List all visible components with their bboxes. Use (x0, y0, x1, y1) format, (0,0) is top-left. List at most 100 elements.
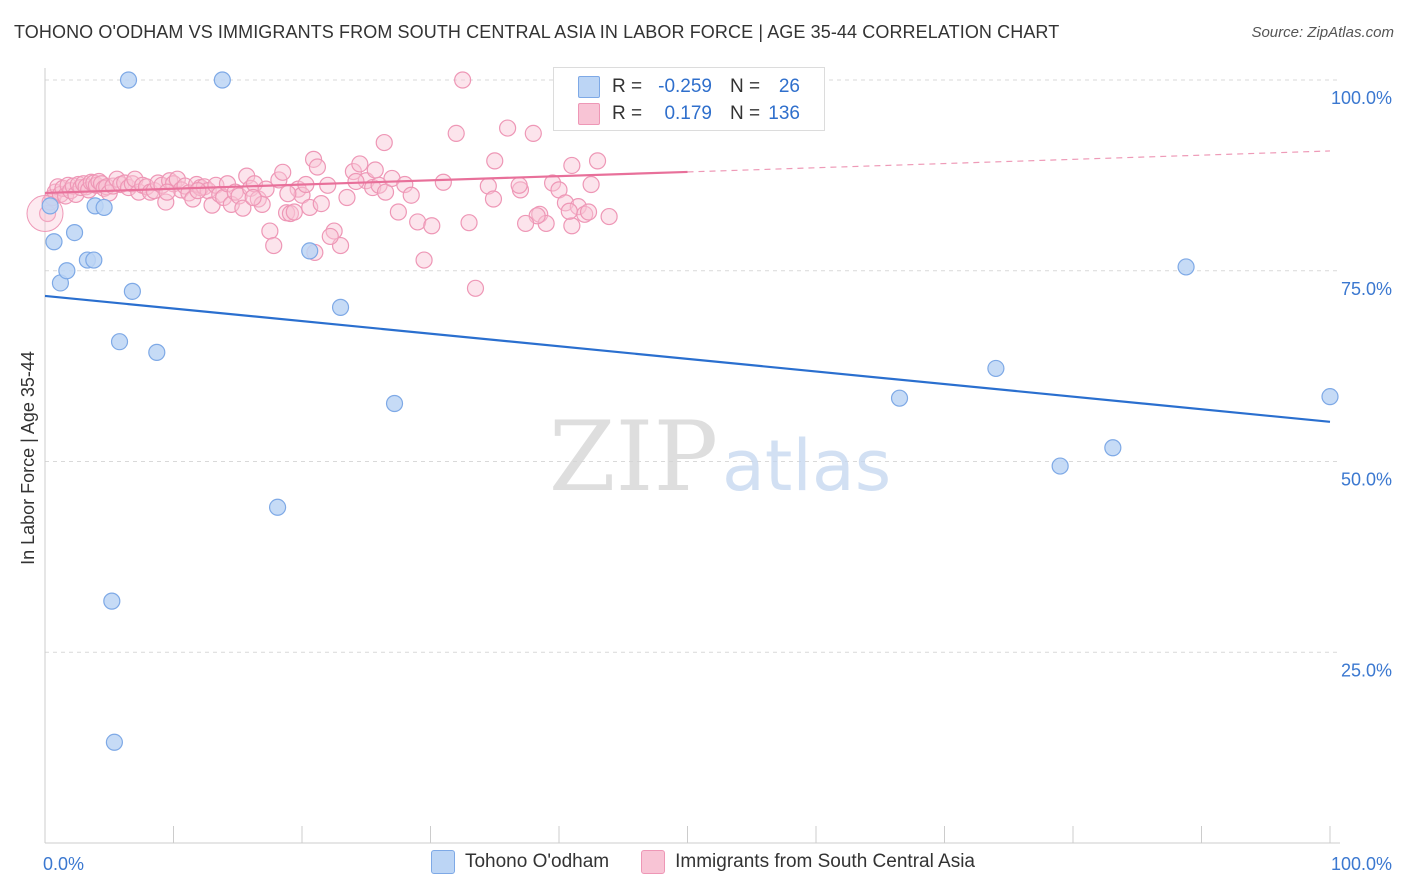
data-point-pink (402, 186, 420, 204)
data-point-blue (213, 71, 231, 89)
data-point-blue (41, 197, 59, 215)
stats-r-label: R = (612, 103, 643, 124)
data-point-pink (308, 158, 327, 176)
data-point-pink (158, 183, 176, 201)
x-tick-label: 0.0% (43, 854, 84, 874)
data-point-pink (579, 203, 598, 221)
legend: Tohono O'odham Immigrants from South Cen… (0, 850, 1406, 874)
data-point-blue (45, 233, 63, 251)
data-point-pink (338, 188, 356, 207)
data-point-pink (556, 194, 575, 212)
stats-swatch-blue (578, 76, 600, 98)
points-tohono-oodham (41, 71, 1339, 751)
data-point-blue (123, 282, 141, 300)
data-point-pink (319, 176, 337, 194)
watermark: ZIPatlas (549, 401, 891, 513)
data-point-blue (148, 343, 166, 361)
stats-n-value: 136 (768, 103, 800, 124)
data-point-pink (484, 190, 503, 208)
data-point-pink (423, 217, 441, 235)
data-point-pink (543, 174, 562, 192)
data-point-pink (454, 71, 472, 89)
y-tick-label: 25.0% (1341, 660, 1392, 680)
data-point-blue (301, 242, 319, 260)
legend-item-tohono-oodham: Tohono O'odham (430, 850, 610, 874)
data-point-blue (110, 333, 129, 351)
data-point-blue (1177, 258, 1195, 276)
legend-swatch-blue (430, 850, 455, 874)
trend-line-blue (44, 294, 1331, 423)
data-point-pink (351, 155, 369, 173)
stats-r-label: R = (612, 76, 643, 97)
data-point-pink (563, 217, 581, 235)
watermark-zip: ZIP (549, 401, 718, 513)
data-point-blue (268, 498, 287, 516)
stats-r-value: 0.179 (664, 103, 712, 124)
data-point-pink (347, 172, 365, 191)
data-point-pink (510, 176, 528, 194)
data-point-pink (312, 195, 330, 213)
stats-swatch-pink (578, 103, 600, 125)
data-point-pink (244, 188, 262, 207)
stats-r-value: -0.259 (658, 76, 712, 97)
stats-row-pink: R = 0.179 N = 136 (554, 101, 824, 127)
data-point-pink (588, 152, 607, 170)
y-tick-label: 75.0% (1341, 279, 1392, 299)
data-point-blue (103, 592, 121, 610)
data-point-blue (331, 298, 350, 316)
data-point-pink (265, 236, 283, 255)
data-point-pink (285, 203, 303, 221)
data-point-pink (563, 156, 581, 175)
data-point-pink (447, 124, 465, 143)
stats-box: R = -0.259 N = 26 R = 0.179 N = 136 (553, 67, 825, 131)
gridlines (45, 79, 1340, 653)
data-point-blue (1104, 439, 1122, 457)
data-point-pink (321, 227, 339, 246)
stats-n-value: 26 (778, 76, 800, 97)
data-point-pink (499, 119, 517, 137)
data-point-pink (274, 163, 292, 181)
data-point-pink (415, 251, 433, 269)
legend-label: Tohono O'odham (464, 851, 610, 872)
legend-swatch-pink (641, 850, 666, 874)
trend-line-pink (44, 170, 688, 195)
legend-item-immigrants: Immigrants from South Central Asia (641, 850, 975, 874)
y-axis-label: In Labor Force | Age 35-44 (18, 351, 38, 565)
data-point-blue (385, 394, 404, 413)
data-point-blue (1051, 457, 1069, 475)
data-point-blue (890, 389, 909, 407)
data-point-blue (85, 251, 103, 269)
data-point-pink (389, 203, 407, 221)
data-point-blue (65, 224, 84, 242)
data-point-pink (600, 207, 618, 226)
x-tick-label: 100.0% (1331, 854, 1392, 874)
data-point-pink (460, 214, 478, 232)
data-point-pink (366, 161, 384, 179)
data-point-blue (119, 71, 138, 89)
data-point-pink (582, 175, 600, 194)
chart-title: TOHONO O'ODHAM VS IMMIGRANTS FROM SOUTH … (14, 22, 1060, 42)
trend-line-pink-extrapolated (687, 150, 1331, 173)
data-point-pink (234, 199, 252, 217)
data-point-pink (375, 133, 393, 152)
data-point-pink (261, 222, 279, 240)
data-point-pink (516, 214, 535, 233)
tick-labels: 25.0% 50.0% 75.0% 100.0% 0.0% 100.0% (43, 88, 1392, 874)
data-point-pink (293, 186, 311, 204)
data-point-pink (409, 213, 427, 231)
watermark-atlas: atlas (722, 425, 891, 507)
data-point-pink (466, 279, 485, 297)
stats-n-label: N = (730, 103, 761, 124)
y-tick-label: 100.0% (1331, 88, 1392, 108)
data-point-blue (58, 262, 76, 280)
data-point-blue (987, 359, 1005, 378)
data-point-pink (560, 202, 578, 220)
data-point-blue (95, 198, 113, 217)
stats-row-blue: R = -0.259 N = 26 (554, 74, 824, 100)
trend-lines (44, 150, 1331, 423)
data-point-pink (434, 173, 452, 191)
data-point-blue (1321, 388, 1339, 406)
y-tick-label: 50.0% (1341, 470, 1392, 490)
data-point-pink (376, 183, 395, 201)
